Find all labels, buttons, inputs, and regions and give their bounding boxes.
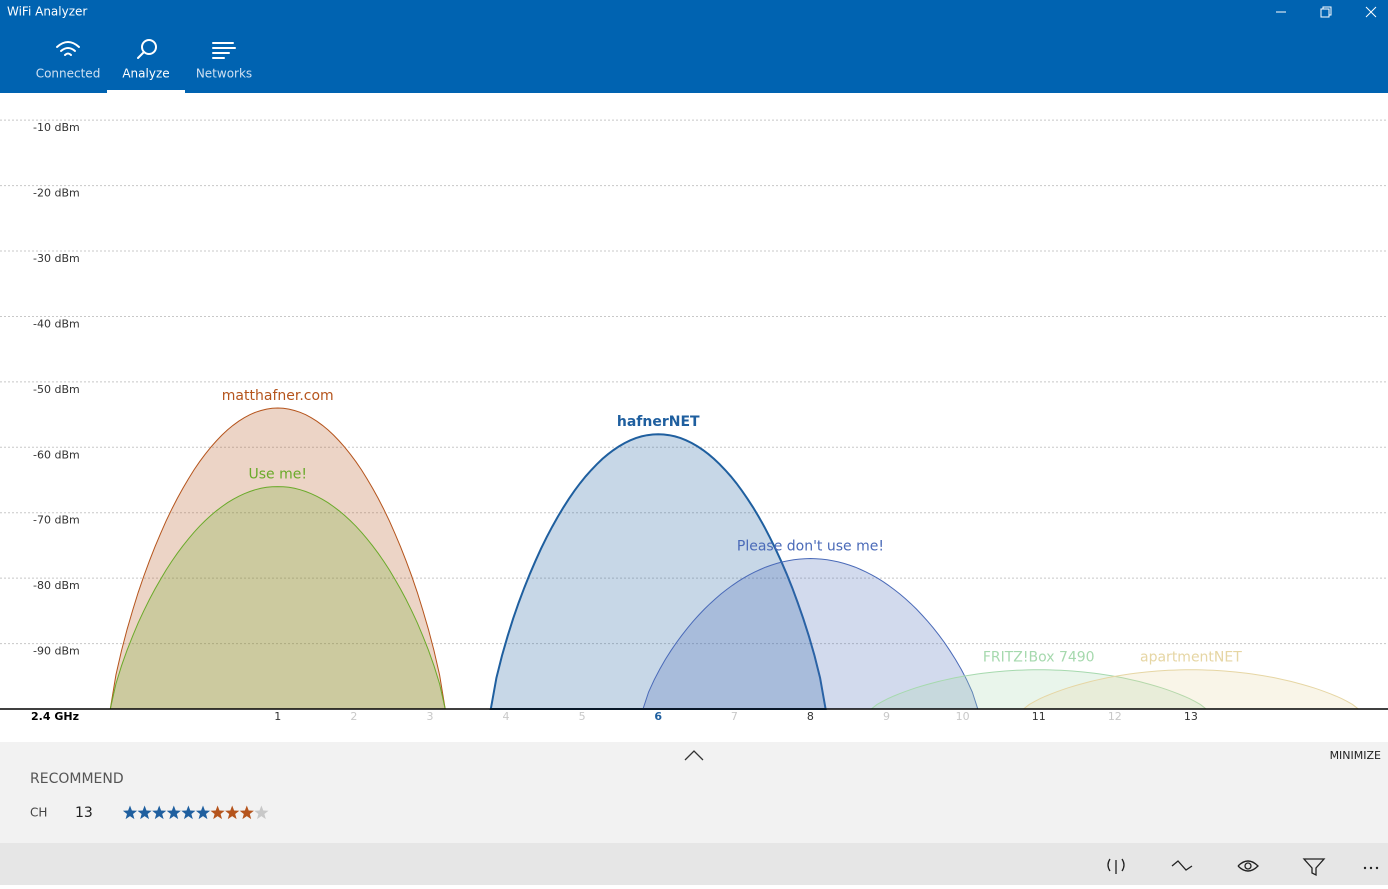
title-bar: [0, 0, 1388, 93]
y-tick-label: -70 dBm: [33, 514, 80, 527]
expand-chevron[interactable]: [684, 750, 704, 761]
network-label: hafnerNET: [617, 414, 700, 430]
star: [254, 805, 269, 820]
network-label: matthafner.com: [222, 388, 334, 404]
y-tick-label: -60 dBm: [33, 448, 80, 461]
x-tick-label: 7: [731, 710, 738, 723]
network-label: apartmentNET: [1140, 650, 1242, 666]
signal-button[interactable]: [1107, 858, 1125, 874]
network-curve: [1022, 669, 1360, 710]
minimize-label[interactable]: MINIMIZE: [1330, 749, 1381, 762]
recommended-channel: 13: [75, 805, 93, 821]
x-tick-label: 5: [579, 710, 586, 723]
star: [181, 805, 196, 820]
restore-button[interactable]: [1320, 6, 1332, 18]
x-tick-label: 11: [1032, 710, 1046, 723]
star: [225, 805, 240, 820]
x-tick-label: 10: [956, 710, 970, 723]
x-tick-label: 6: [654, 710, 662, 723]
x-tick-label: 1: [274, 710, 281, 723]
tab-label[interactable]: Analyze: [122, 67, 169, 81]
star: [122, 805, 138, 820]
y-tick-label: -90 dBm: [33, 645, 80, 658]
x-tick-label: 8: [807, 710, 814, 723]
x-axis-label: 2.4 GHz: [31, 710, 79, 723]
x-tick-label: 13: [1184, 710, 1198, 723]
more-button[interactable]: [1363, 866, 1379, 870]
network-curve: [109, 407, 446, 710]
network-curve: [109, 486, 446, 710]
network-label: FRITZ!Box 7490: [983, 650, 1095, 666]
star: [137, 805, 152, 820]
app-title: WiFi Analyzer: [7, 5, 87, 19]
network-curve: [642, 557, 979, 710]
rating-stars: [122, 805, 269, 820]
chart-area: [0, 93, 1388, 742]
x-tick-label: 2: [350, 710, 357, 723]
tab-underline: [107, 90, 185, 93]
y-tick-label: -80 dBm: [33, 579, 80, 592]
recommend-panel: [0, 742, 1388, 843]
y-tick-label: -40 dBm: [33, 317, 80, 330]
star: [210, 805, 225, 820]
y-tick-label: -20 dBm: [33, 187, 80, 200]
star: [166, 805, 181, 820]
graph-button[interactable]: [1171, 860, 1193, 871]
star: [195, 805, 211, 820]
close-button[interactable]: [1365, 6, 1377, 18]
x-tick-label: 12: [1108, 710, 1122, 723]
networks-icon[interactable]: [212, 42, 236, 59]
star: [239, 805, 254, 820]
x-tick-label: 3: [426, 710, 433, 723]
tab-label[interactable]: Networks: [196, 67, 252, 81]
network-curve: [869, 669, 1208, 710]
analyze-icon[interactable]: [137, 39, 157, 59]
star: [152, 805, 167, 820]
command-bar: [0, 843, 1388, 885]
y-tick-label: -50 dBm: [33, 383, 80, 396]
network-label: Please don't use me!: [737, 539, 884, 555]
y-tick-label: -10 dBm: [33, 121, 80, 134]
x-tick-label: 9: [883, 710, 890, 723]
tab-label[interactable]: Connected: [36, 67, 101, 81]
network-curve: [489, 433, 827, 710]
x-tick-label: 4: [503, 710, 510, 723]
channel-label: CH: [30, 806, 47, 820]
filter-button[interactable]: [1302, 858, 1326, 877]
network-label: Use me!: [249, 467, 307, 483]
view-button[interactable]: [1237, 860, 1259, 872]
y-tick-label: -30 dBm: [33, 252, 80, 265]
recommend-label: RECOMMEND: [30, 771, 124, 787]
connected-icon[interactable]: [56, 41, 80, 56]
